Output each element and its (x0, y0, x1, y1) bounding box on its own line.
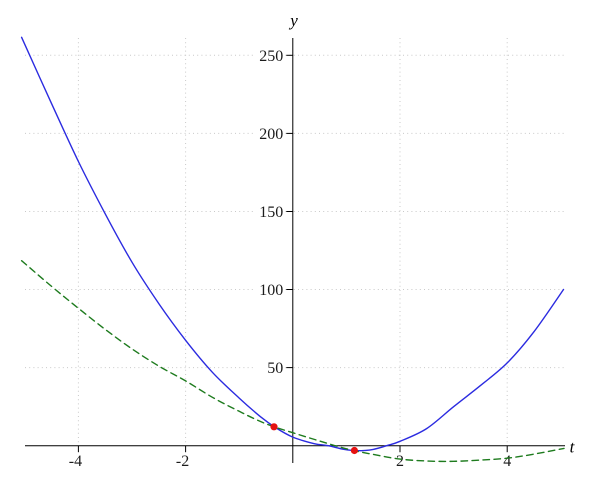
y-tick-label: 200 (259, 126, 283, 143)
y-tick-label-bg (255, 203, 284, 220)
y-axis-label: y (288, 11, 298, 30)
intersection-point (350, 446, 358, 455)
x-tick-label: -2 (176, 453, 189, 470)
y-tick-label-bg (255, 281, 284, 298)
y-tick-label: 250 (259, 48, 283, 65)
intersection-point (270, 423, 278, 431)
y-tick-label: 100 (259, 282, 283, 299)
x-axis-label: t (570, 438, 576, 457)
x-tick-label: -4 (69, 453, 82, 470)
y-tick-label: 50 (267, 360, 283, 377)
blue-solid-curve (20, 36, 565, 452)
x-tick-label: 2 (396, 453, 404, 470)
x-tick-label: 4 (503, 453, 511, 470)
y-tick-label: 150 (259, 204, 283, 221)
y-tick-label-bg (255, 47, 284, 64)
y-tick-label-bg (255, 125, 284, 142)
green-dashed-curve (20, 260, 565, 463)
y-tick-label-bg (255, 359, 284, 376)
